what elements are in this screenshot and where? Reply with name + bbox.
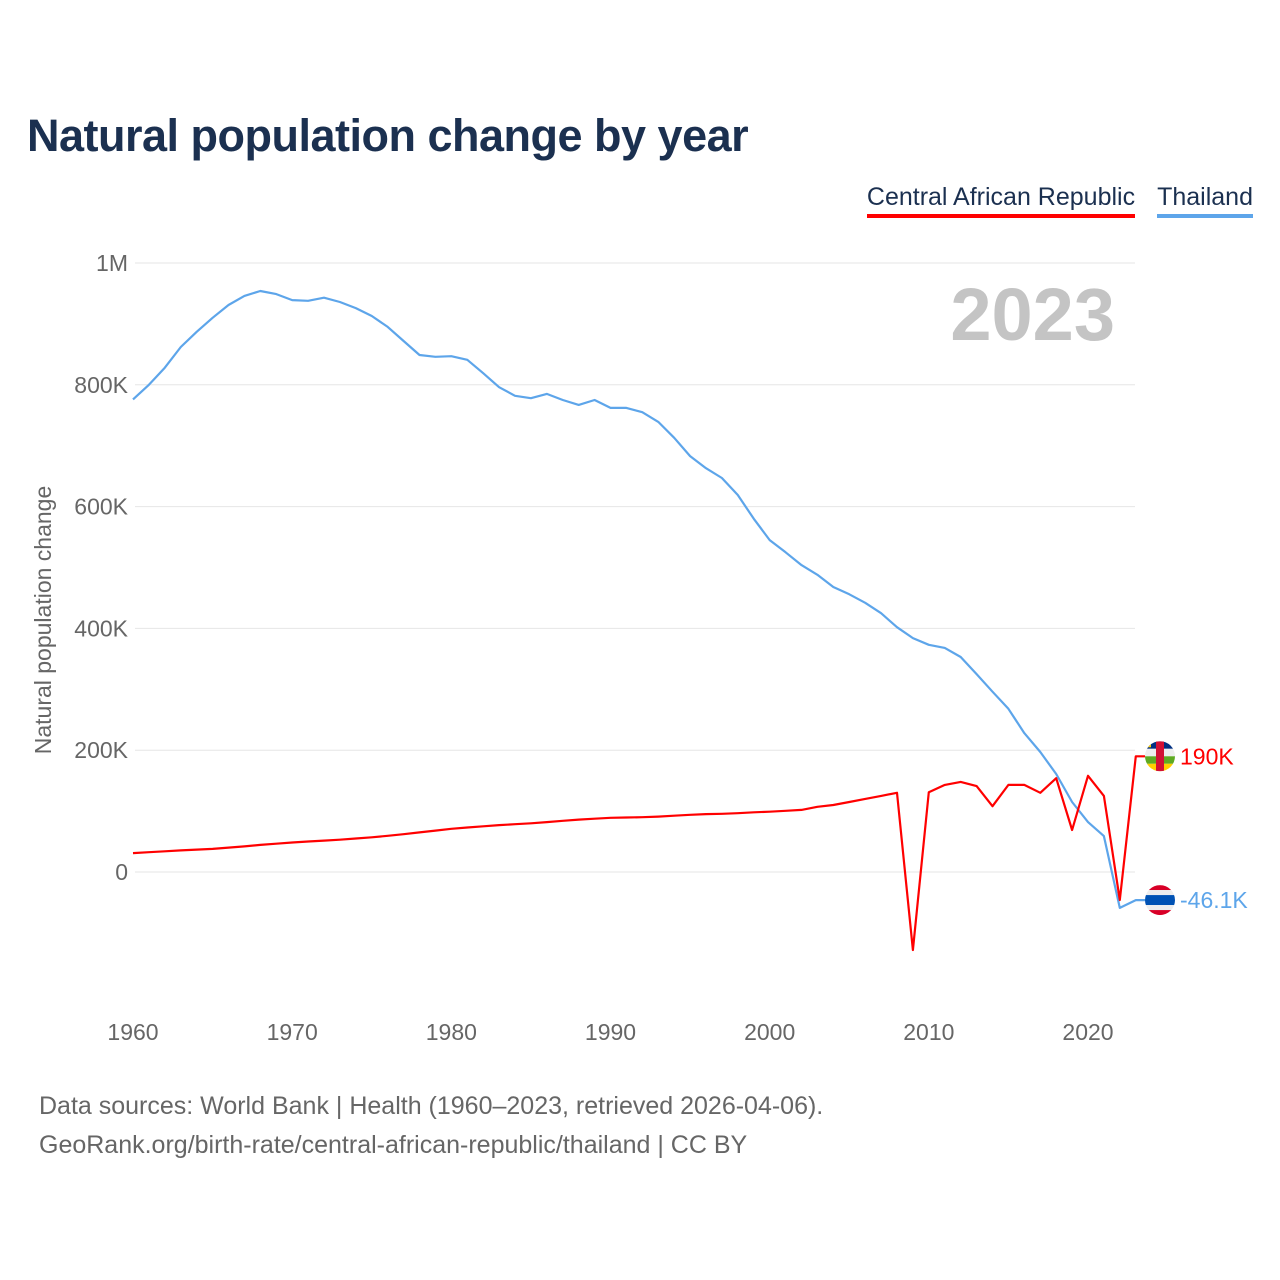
x-tick-label: 2010 — [903, 1019, 954, 1045]
year-watermark: 2023 — [950, 273, 1115, 356]
y-tick-label: 800K — [74, 372, 128, 398]
legend: Central African Republic Thailand — [866, 183, 1253, 218]
y-tick-label: 0 — [115, 859, 128, 885]
thailand-flag-icon — [1145, 885, 1175, 916]
x-tick-label: 1960 — [107, 1019, 158, 1045]
y-tick-label: 1M — [96, 250, 128, 276]
end-value-label: 190K — [1180, 743, 1234, 769]
y-axis-label: Natural population change — [30, 486, 56, 755]
x-tick-label: 2020 — [1062, 1019, 1113, 1045]
car-flag-icon — [1145, 741, 1175, 772]
x-tick-label: 1970 — [267, 1019, 318, 1045]
source-url-text: GeoRank.org/birth-rate/central-african-r… — [39, 1131, 748, 1159]
footer: Data sources: World Bank | Health (1960–… — [39, 1087, 823, 1165]
legend-item-thailand[interactable]: Thailand — [1157, 183, 1253, 218]
x-tick-label: 1980 — [426, 1019, 477, 1045]
x-tick-label: 2000 — [744, 1019, 795, 1045]
end-value-label: -46.1K — [1180, 887, 1248, 913]
y-tick-label: 600K — [74, 494, 128, 520]
series-line-central-african-republic — [132, 755, 1145, 952]
data-source-text: Data sources: World Bank | Health (1960–… — [39, 1092, 824, 1120]
legend-item-central-african-republic[interactable]: Central African Republic — [866, 183, 1136, 218]
y-tick-label: 200K — [74, 737, 128, 763]
x-tick-label: 1990 — [585, 1019, 636, 1045]
series-line-thailand — [132, 289, 1145, 910]
y-tick-label: 400K — [74, 615, 128, 641]
chart-title: Natural population change by year — [27, 110, 749, 161]
